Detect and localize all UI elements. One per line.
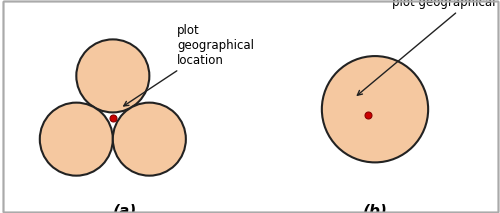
Circle shape (113, 103, 186, 176)
Circle shape (76, 39, 150, 112)
Text: (b): (b) (362, 203, 388, 213)
Circle shape (322, 56, 428, 162)
Circle shape (40, 103, 113, 176)
Text: plot
geographical
location: plot geographical location (124, 23, 254, 106)
Text: (a): (a) (113, 203, 137, 213)
Text: plot geographical location: plot geographical location (358, 0, 500, 95)
